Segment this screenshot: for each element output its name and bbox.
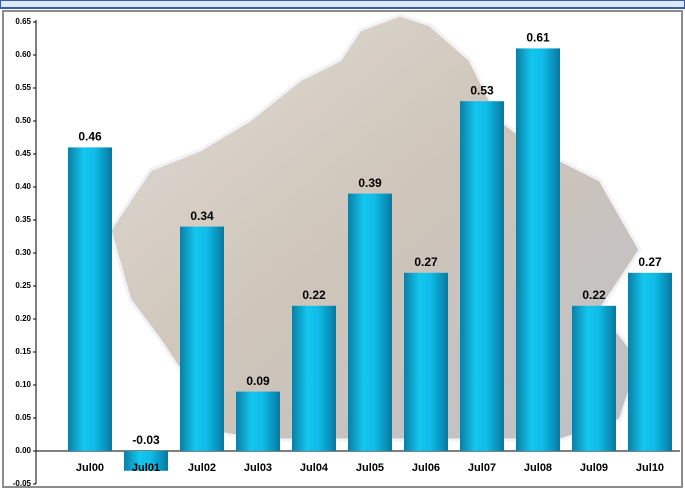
value-label: 0.27: [414, 255, 438, 269]
value-label: 0.53: [470, 83, 494, 97]
x-tick-label: Jul09: [580, 462, 608, 474]
bar: [348, 194, 392, 451]
x-tick-label: Jul10: [636, 462, 664, 474]
bar: [180, 227, 224, 451]
value-label: 0.34: [190, 209, 214, 223]
value-label: 0.27: [638, 255, 662, 269]
bar: [236, 392, 280, 451]
y-tick-label: 0.45: [15, 149, 31, 158]
chart: -0.05 0.00 0.05 0.10 0.15 0.20 0.25 0.30 0.35 0.4…: [0, 0, 685, 489]
y-tick-label: 0.30: [15, 248, 31, 257]
x-tick-label: Jul08: [524, 462, 552, 474]
y-tick-label: 0.20: [15, 314, 31, 323]
x-tick-label: Jul01: [132, 462, 160, 474]
y-tick-label: 0.40: [15, 182, 31, 191]
value-label: 0.61: [526, 31, 550, 45]
value-label: -0.03: [132, 433, 160, 447]
y-tick-label: 0.25: [15, 281, 31, 290]
x-tick-label: Jul02: [188, 462, 216, 474]
x-tick-label: Jul04: [300, 462, 329, 474]
bar: [516, 48, 560, 451]
y-tick-label: 0.50: [15, 116, 31, 125]
x-tick-label: Jul07: [468, 462, 496, 474]
bar: [572, 306, 616, 451]
x-tick-label: Jul03: [244, 462, 272, 474]
value-label: 0.22: [302, 288, 326, 302]
y-tick-label: 0.00: [15, 446, 31, 455]
y-tick-label: 0.15: [15, 347, 31, 356]
title-strip: [0, 0, 685, 8]
x-tick-label: Jul06: [412, 462, 440, 474]
x-tick-label: Jul05: [356, 462, 384, 474]
y-tick-label: 0.65: [15, 17, 31, 26]
bar: [68, 147, 112, 451]
y-tick-label: -0.05: [13, 479, 32, 488]
x-tick-label: Jul00: [76, 462, 104, 474]
bar: [460, 101, 504, 451]
bar: [404, 273, 448, 451]
bar: [292, 306, 336, 451]
y-tick-label: 0.10: [15, 380, 31, 389]
value-label: 0.46: [78, 130, 102, 144]
y-tick-label: 0.05: [15, 413, 31, 422]
y-tick-label: 0.60: [15, 50, 31, 59]
value-label: 0.22: [582, 288, 606, 302]
y-tick-label: 0.55: [15, 83, 31, 92]
value-label: 0.09: [246, 374, 270, 388]
bar: [628, 273, 672, 451]
y-tick-label: 0.35: [15, 215, 31, 224]
value-label: 0.39: [358, 176, 382, 190]
